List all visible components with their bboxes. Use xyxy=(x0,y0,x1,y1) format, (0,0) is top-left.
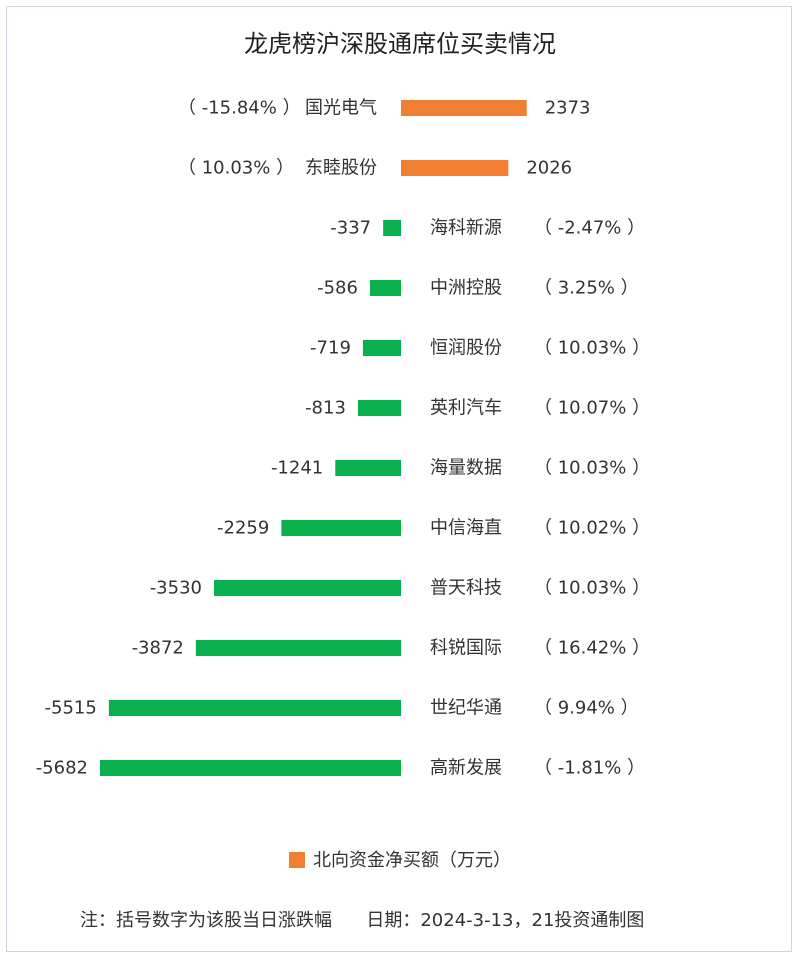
category-label: 国光电气 xyxy=(305,98,377,119)
category-label: 英利汽车 xyxy=(430,398,502,419)
bar-value-label: -719 xyxy=(310,338,351,359)
bar-negative xyxy=(214,580,401,596)
legend-label: 北向资金净买额（万元） xyxy=(313,850,511,871)
bar-value-label: -813 xyxy=(305,398,346,419)
category-label: 东睦股份 xyxy=(305,158,377,179)
chart-title: 龙虎榜沪深股通席位买卖情况 xyxy=(244,30,556,58)
bar-value-label: 2026 xyxy=(526,158,572,179)
category-label: 世纪华通 xyxy=(430,698,502,719)
bar-value-label: -3872 xyxy=(132,638,184,659)
bar-positive xyxy=(401,100,527,116)
category-label: 海科新源 xyxy=(430,218,502,239)
bar-negative xyxy=(281,520,401,536)
category-label: 中信海直 xyxy=(430,518,502,539)
pct-change-label: （ 10.02% ） xyxy=(534,518,650,539)
chart-frame xyxy=(6,6,792,952)
bar-negative xyxy=(362,340,401,356)
bar-negative xyxy=(369,280,401,296)
category-label: 普天科技 xyxy=(430,578,502,599)
category-label: 中洲控股 xyxy=(430,278,502,299)
bar-negative xyxy=(357,400,401,416)
pct-change-label: （ -2.47% ） xyxy=(534,218,645,239)
bar-negative xyxy=(195,640,401,656)
bar-value-label: -2259 xyxy=(217,518,269,539)
bar-value-label: -337 xyxy=(330,218,371,239)
bar-value-label: 2373 xyxy=(545,98,591,119)
pct-change-label: （ 10.07% ） xyxy=(534,398,650,419)
pct-change-label: （ 9.94% ） xyxy=(534,698,639,719)
pct-change-label: （ -15.84% ） xyxy=(178,98,301,119)
bar-value-label: -586 xyxy=(317,278,358,299)
pct-change-label: （ 10.03% ） xyxy=(534,458,650,479)
category-label: 科锐国际 xyxy=(430,638,502,659)
category-label: 海量数据 xyxy=(430,458,502,479)
bar-value-label: -1241 xyxy=(271,458,323,479)
pct-change-label: （ 10.03% ） xyxy=(534,338,650,359)
bar-positive xyxy=(401,160,509,176)
bar-negative xyxy=(108,700,401,716)
pct-change-label: （ -1.81% ） xyxy=(534,758,645,779)
category-label: 高新发展 xyxy=(430,758,502,779)
bar-negative xyxy=(335,460,401,476)
pct-change-label: （ 3.25% ） xyxy=(534,278,639,299)
bar-value-label: -5515 xyxy=(45,698,97,719)
footnote-right: 日期：2024-3-13，21投资通制图 xyxy=(366,910,645,931)
legend-swatch xyxy=(289,852,305,868)
bar-value-label: -5682 xyxy=(36,758,88,779)
pct-change-label: （ 16.42% ） xyxy=(534,638,650,659)
footnote: 注：括号数字为该股当日涨跌幅 日期：2024-3-13，21投资通制图 xyxy=(80,906,644,932)
bar-value-label: -3530 xyxy=(150,578,202,599)
pct-change-label: （ 10.03% ） xyxy=(178,158,294,179)
pct-change-label: （ 10.03% ） xyxy=(534,578,650,599)
footnote-left: 注：括号数字为该股当日涨跌幅 xyxy=(80,910,332,931)
legend: 北向资金净买额（万元） xyxy=(0,846,800,872)
bar-negative xyxy=(383,220,401,236)
bar-negative xyxy=(100,760,401,776)
category-label: 恒润股份 xyxy=(430,338,502,359)
